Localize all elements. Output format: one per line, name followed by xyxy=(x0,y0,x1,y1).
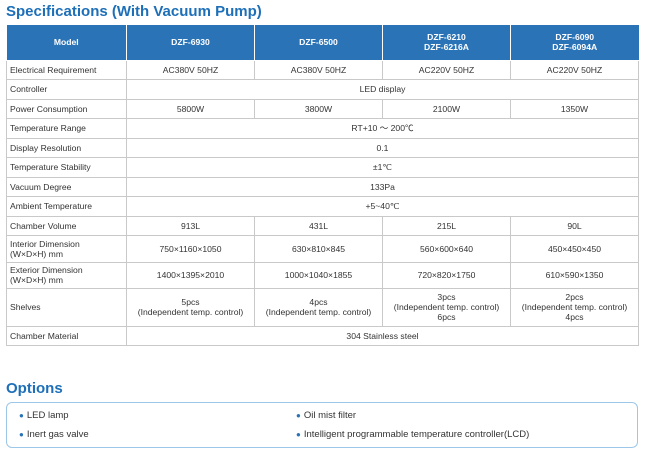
cell-exterior-1: 1400×1395×2010 xyxy=(126,261,255,289)
cell-material: 304 Stainless steel xyxy=(126,325,639,346)
cell-temp-range: RT+10 ～ 200℃ xyxy=(126,118,639,139)
specifications-table: Model DZF-6930 DZF-6500 DZF-6210 DZF-621… xyxy=(6,25,639,346)
option-label: Oil mist filter xyxy=(303,410,357,421)
table-header-row: Model DZF-6930 DZF-6500 DZF-6210 DZF-621… xyxy=(6,25,639,61)
row-label-chamber-volume: Chamber Volume xyxy=(6,215,127,236)
cell-exterior-2: 1000×1040×1855 xyxy=(254,261,383,289)
cell-interior-2: 630×810×845 xyxy=(254,235,383,263)
table-row: Electrical Requirement AC380V 50HZ AC380… xyxy=(6,59,639,80)
bullet-icon: ● xyxy=(296,411,301,420)
row-label-exterior-line1: Exterior Dimension xyxy=(10,265,83,276)
header-model-3-line1: DZF-6210 xyxy=(427,32,466,43)
cell-shelves-1-note: (Independent temp. control) xyxy=(137,307,244,318)
table-row: Exterior Dimension (W×D×H) mm 1400×1395×… xyxy=(6,261,639,289)
bullet-icon: ● xyxy=(19,411,24,420)
cell-shelves-4-count: 2pcs xyxy=(565,292,584,303)
header-model-3: DZF-6210 DZF-6216A xyxy=(382,25,511,61)
cell-shelves-3-note: (Independent temp. control) xyxy=(393,302,500,313)
header-model: Model xyxy=(6,25,127,61)
table-row: Chamber Volume 913L 431L 215L 90L xyxy=(6,215,639,236)
cell-electrical-2: AC380V 50HZ xyxy=(254,59,383,80)
row-label-material: Chamber Material xyxy=(6,325,127,346)
table-row: Controller LED display xyxy=(6,79,639,100)
option-label: Intelligent programmable temperature con… xyxy=(303,429,530,440)
cell-temp-stability: ±1℃ xyxy=(126,157,639,178)
cell-shelves-3-count: 3pcs xyxy=(437,292,456,303)
cell-power-3: 2100W xyxy=(382,98,511,119)
cell-chamber-volume-1: 913L xyxy=(126,215,255,236)
cell-shelves-1: 5pcs (Independent temp. control) xyxy=(126,288,255,327)
cell-vacuum: 133Pa xyxy=(126,176,639,197)
cell-interior-1: 750×1160×1050 xyxy=(126,235,255,263)
bullet-icon: ● xyxy=(19,430,24,439)
cell-shelves-2-count: 4pcs xyxy=(309,297,328,308)
row-label-shelves: Shelves xyxy=(6,288,127,327)
page-title: Specifications (With Vacuum Pump) xyxy=(6,3,262,20)
header-model-4: DZF-6090 DZF-6094A xyxy=(510,25,639,61)
row-label-exterior-line2: (W×D×H) mm xyxy=(10,275,63,286)
header-model-3-line2: DZF-6216A xyxy=(424,42,469,53)
table-row: Interior Dimension (W×D×H) mm 750×1160×1… xyxy=(6,235,639,263)
row-label-interior-line1: Interior Dimension xyxy=(10,238,80,249)
table-row: Ambient Temperature +5~40℃ xyxy=(6,196,639,217)
cell-exterior-3: 720×820×1750 xyxy=(382,261,511,289)
row-label-controller: Controller xyxy=(6,79,127,100)
cell-display-resolution: 0.1 xyxy=(126,137,639,158)
cell-power-2: 3800W xyxy=(254,98,383,119)
cell-ambient: +5~40℃ xyxy=(126,196,639,217)
cell-interior-3: 560×600×640 xyxy=(382,235,511,263)
bullet-icon: ● xyxy=(296,430,301,439)
cell-interior-4: 450×450×450 xyxy=(510,235,639,263)
cell-shelves-4: 2pcs (Independent temp. control) 4pcs xyxy=(510,288,639,327)
header-model-4-line1: DZF-6090 xyxy=(555,32,595,43)
cell-shelves-2-note: (Independent temp. control) xyxy=(265,307,372,318)
row-label-interior: Interior Dimension (W×D×H) mm xyxy=(6,235,127,263)
cell-shelves-3: 3pcs (Independent temp. control) 6pcs xyxy=(382,288,511,327)
table-row: Shelves 5pcs (Independent temp. control)… xyxy=(6,288,639,327)
row-label-vacuum: Vacuum Degree xyxy=(6,176,127,197)
row-label-power: Power Consumption xyxy=(6,98,127,119)
cell-shelves-1-count: 5pcs xyxy=(181,297,200,308)
option-item: ● Inert gas valve xyxy=(19,429,89,440)
header-model-4-line2: DZF-6094A xyxy=(552,42,598,53)
cell-exterior-4: 610×590×1350 xyxy=(510,261,639,289)
cell-electrical-1: AC380V 50HZ xyxy=(126,59,255,80)
table-row: Display Resolution 0.1 xyxy=(6,137,639,158)
table-row: Power Consumption 5800W 3800W 2100W 1350… xyxy=(6,98,639,119)
cell-shelves-3-alt: 6pcs xyxy=(437,312,456,323)
cell-shelves-4-alt: 4pcs xyxy=(565,312,584,323)
cell-chamber-volume-3: 215L xyxy=(382,215,511,236)
table-row: Temperature Range RT+10 ～ 200℃ xyxy=(6,118,639,139)
cell-shelves-2: 4pcs (Independent temp. control) xyxy=(254,288,383,327)
row-label-temp-range: Temperature Range xyxy=(6,118,127,139)
cell-chamber-volume-4: 90L xyxy=(510,215,639,236)
row-label-temp-stability: Temperature Stability xyxy=(6,157,127,178)
cell-controller: LED display xyxy=(126,79,639,100)
table-row: Chamber Material 304 Stainless steel xyxy=(6,325,639,346)
option-label: Inert gas valve xyxy=(26,429,89,440)
table-row: Vacuum Degree 133Pa xyxy=(6,176,639,197)
row-label-electrical: Electrical Requirement xyxy=(6,59,127,80)
table-row: Temperature Stability ±1℃ xyxy=(6,157,639,178)
header-model-1: DZF-6930 xyxy=(126,25,255,61)
option-item: ● Oil mist filter xyxy=(296,410,356,421)
row-label-ambient: Ambient Temperature xyxy=(6,196,127,217)
option-item: ● Intelligent programmable temperature co… xyxy=(296,429,529,440)
options-box: ● LED lamp ● Inert gas valve ● Oil mist fil… xyxy=(6,402,638,448)
cell-electrical-3: AC220V 50HZ xyxy=(382,59,511,80)
row-label-display-resolution: Display Resolution xyxy=(6,137,127,158)
cell-electrical-4: AC220V 50HZ xyxy=(510,59,639,80)
row-label-interior-line2: (W×D×H) mm xyxy=(10,248,63,259)
cell-shelves-4-note: (Independent temp. control) xyxy=(521,302,628,313)
cell-chamber-volume-2: 431L xyxy=(254,215,383,236)
options-title: Options xyxy=(6,380,63,397)
option-item: ● LED lamp xyxy=(19,410,69,421)
option-label: LED lamp xyxy=(26,410,69,421)
header-model-2: DZF-6500 xyxy=(254,25,383,61)
cell-power-1: 5800W xyxy=(126,98,255,119)
row-label-exterior: Exterior Dimension (W×D×H) mm xyxy=(6,261,127,289)
cell-power-4: 1350W xyxy=(510,98,639,119)
